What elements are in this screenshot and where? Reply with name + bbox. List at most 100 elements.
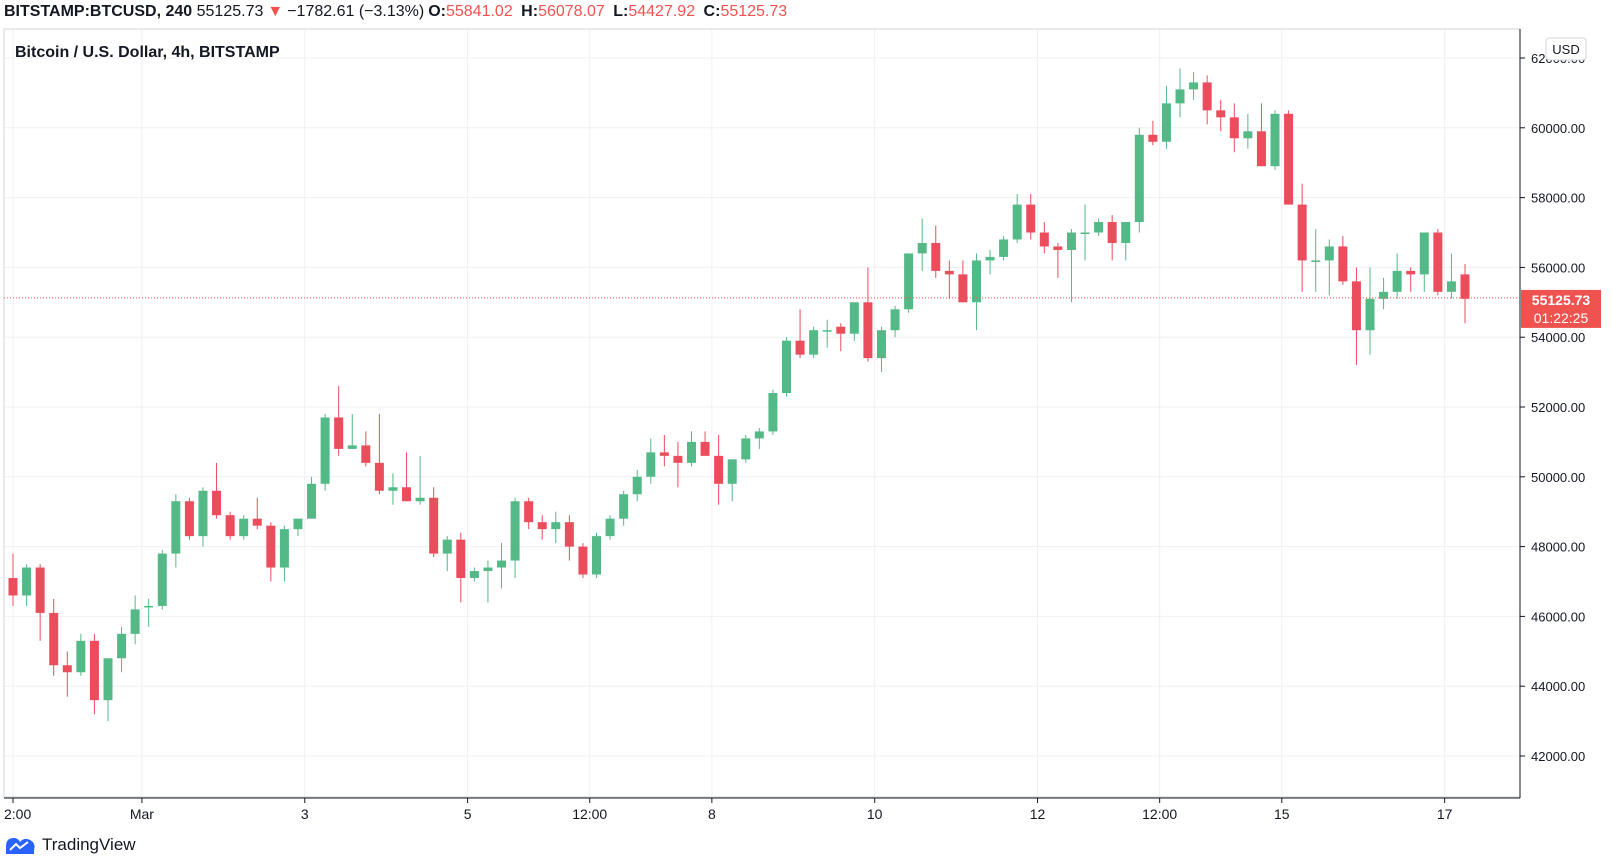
candle[interactable] <box>849 302 859 341</box>
candle[interactable] <box>632 469 642 502</box>
candle[interactable] <box>1338 235 1348 285</box>
candle[interactable] <box>1107 215 1117 261</box>
candle[interactable] <box>700 431 710 456</box>
candle[interactable] <box>103 658 113 722</box>
candle[interactable] <box>714 434 724 505</box>
candle[interactable] <box>1270 110 1280 170</box>
candle[interactable] <box>944 260 954 299</box>
candle[interactable] <box>619 490 629 526</box>
candle[interactable] <box>809 326 819 359</box>
candle[interactable] <box>252 497 262 530</box>
candle[interactable] <box>510 497 520 579</box>
candle[interactable] <box>524 497 534 530</box>
candle[interactable] <box>1134 127 1144 233</box>
candle[interactable] <box>1080 204 1090 261</box>
candle[interactable] <box>1311 229 1321 292</box>
candle[interactable] <box>157 550 167 610</box>
candle[interactable] <box>931 225 941 278</box>
candle[interactable] <box>334 386 344 456</box>
candle[interactable] <box>89 633 99 715</box>
candle[interactable] <box>1243 113 1253 149</box>
candle[interactable] <box>144 598 154 627</box>
candle[interactable] <box>225 511 235 540</box>
candle[interactable] <box>35 564 45 641</box>
candle[interactable] <box>429 487 439 558</box>
candle[interactable] <box>22 564 32 606</box>
candle[interactable] <box>1446 253 1456 299</box>
candle[interactable] <box>1379 277 1389 310</box>
candle[interactable] <box>402 452 412 502</box>
candle[interactable] <box>415 455 425 505</box>
candle[interactable] <box>795 309 805 359</box>
candle[interactable] <box>279 525 289 582</box>
candle[interactable] <box>578 543 588 579</box>
candle[interactable] <box>8 553 18 606</box>
candle[interactable] <box>1365 267 1375 355</box>
candle[interactable] <box>198 487 208 547</box>
candle[interactable] <box>1460 263 1470 324</box>
candle[interactable] <box>1392 253 1402 299</box>
candle[interactable] <box>1419 232 1429 292</box>
candle[interactable] <box>361 431 371 467</box>
candle[interactable] <box>673 441 683 488</box>
candle[interactable] <box>347 413 357 449</box>
candle[interactable] <box>917 218 927 271</box>
candle[interactable] <box>374 413 384 495</box>
candle[interactable] <box>130 595 140 645</box>
candle[interactable] <box>266 522 276 582</box>
candle[interactable] <box>293 518 303 537</box>
candle[interactable] <box>646 438 656 484</box>
candle[interactable] <box>212 462 222 519</box>
candle[interactable] <box>822 319 832 348</box>
candle[interactable] <box>971 253 981 331</box>
candle[interactable] <box>184 497 194 540</box>
candle[interactable] <box>781 337 791 397</box>
candle[interactable] <box>1229 103 1239 153</box>
candle[interactable] <box>1066 229 1076 303</box>
candle[interactable] <box>564 515 574 561</box>
candle[interactable] <box>904 253 914 313</box>
candle[interactable] <box>320 413 330 491</box>
candle[interactable] <box>117 626 127 673</box>
candle[interactable] <box>1256 103 1266 167</box>
candle[interactable] <box>1433 229 1443 296</box>
candle[interactable] <box>1406 267 1416 292</box>
currency-badge[interactable]: USD <box>1545 37 1587 61</box>
candle[interactable] <box>863 267 873 362</box>
candle[interactable] <box>768 389 778 435</box>
candle[interactable] <box>1284 110 1294 205</box>
candle[interactable] <box>999 235 1009 261</box>
candle[interactable] <box>958 260 968 303</box>
candle[interactable] <box>388 473 398 505</box>
candle[interactable] <box>592 532 602 579</box>
candle[interactable] <box>469 567 479 582</box>
candle[interactable] <box>1202 75 1212 125</box>
candle[interactable] <box>442 536 452 572</box>
candle[interactable] <box>687 431 696 467</box>
candle[interactable] <box>659 434 669 467</box>
candle[interactable] <box>76 633 86 676</box>
candle[interactable] <box>836 323 846 352</box>
candle[interactable] <box>1189 71 1199 100</box>
candle[interactable] <box>985 249 995 275</box>
candle[interactable] <box>1297 183 1307 292</box>
candle[interactable] <box>754 427 764 449</box>
candle[interactable] <box>239 515 249 540</box>
candle[interactable] <box>890 305 900 338</box>
candle[interactable] <box>741 434 751 463</box>
candle[interactable] <box>551 511 561 544</box>
candle[interactable] <box>1351 267 1361 366</box>
candle[interactable] <box>1039 222 1049 254</box>
candle[interactable] <box>1324 239 1334 296</box>
candle[interactable] <box>1012 194 1022 243</box>
candle[interactable] <box>171 494 181 568</box>
candle[interactable] <box>727 459 737 502</box>
candle[interactable] <box>62 651 72 697</box>
candle[interactable] <box>1148 120 1158 146</box>
candle[interactable] <box>483 560 493 603</box>
tradingview-logo[interactable]: TradingView <box>4 832 136 858</box>
candle[interactable] <box>1094 218 1104 236</box>
candle[interactable] <box>1026 194 1036 240</box>
candle[interactable] <box>1121 222 1131 261</box>
candle[interactable] <box>1161 85 1171 149</box>
